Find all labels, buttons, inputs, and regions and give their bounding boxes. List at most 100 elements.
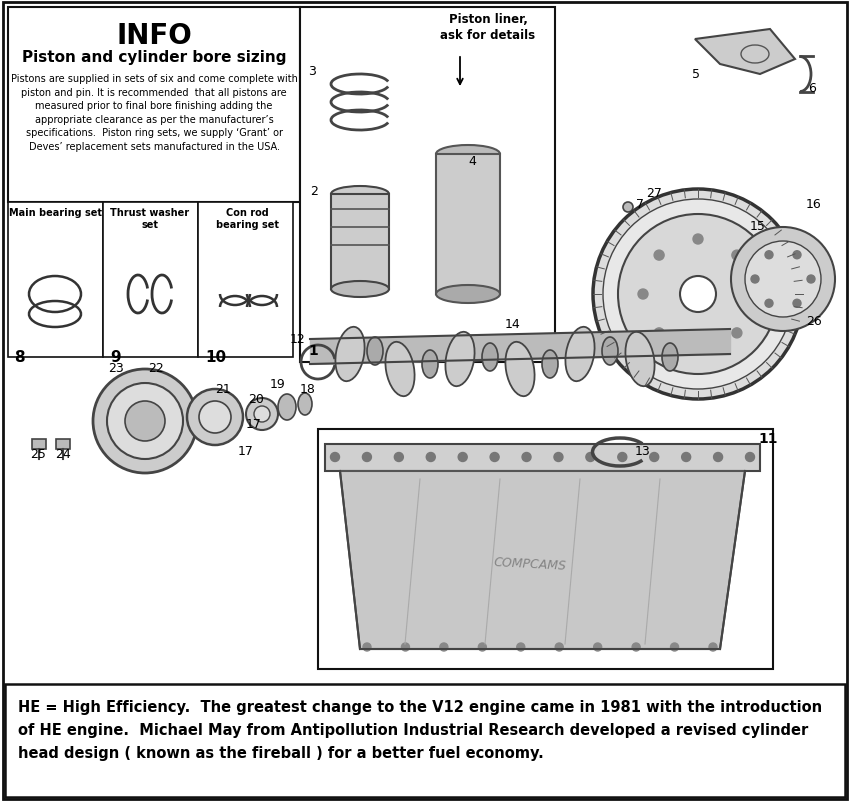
Text: 14: 14: [505, 318, 521, 330]
Circle shape: [654, 329, 664, 338]
Circle shape: [693, 235, 703, 245]
Circle shape: [748, 290, 758, 300]
Bar: [32, 439, 46, 449]
Circle shape: [623, 203, 633, 213]
Ellipse shape: [602, 338, 618, 366]
Text: 25: 25: [30, 448, 46, 460]
Text: Piston and cylinder bore sizing: Piston and cylinder bore sizing: [22, 50, 286, 65]
Bar: [318, 429, 773, 669]
Circle shape: [593, 643, 602, 651]
Ellipse shape: [298, 394, 312, 415]
Ellipse shape: [662, 343, 678, 371]
Polygon shape: [695, 30, 795, 75]
Circle shape: [593, 190, 803, 399]
Circle shape: [632, 643, 640, 651]
Text: 23: 23: [108, 362, 124, 375]
Circle shape: [107, 383, 183, 460]
Ellipse shape: [331, 282, 389, 298]
Circle shape: [554, 453, 563, 462]
Polygon shape: [325, 444, 760, 472]
Text: Main bearing set: Main bearing set: [8, 208, 101, 217]
Circle shape: [199, 402, 231, 433]
Ellipse shape: [445, 332, 474, 387]
Text: 4: 4: [468, 155, 476, 168]
Circle shape: [680, 277, 716, 313]
Ellipse shape: [542, 350, 558, 379]
Text: Piston liner,
ask for details: Piston liner, ask for details: [440, 13, 536, 42]
Circle shape: [331, 453, 339, 462]
Circle shape: [807, 276, 815, 284]
Ellipse shape: [626, 332, 654, 387]
Text: 18: 18: [300, 383, 316, 395]
Ellipse shape: [367, 338, 383, 366]
Circle shape: [187, 390, 243, 445]
Bar: [8, 8, 300, 203]
Ellipse shape: [278, 395, 296, 420]
Text: 21: 21: [215, 383, 230, 395]
Circle shape: [254, 407, 270, 423]
Ellipse shape: [336, 327, 365, 382]
Text: INFO: INFO: [116, 22, 192, 50]
Text: 13: 13: [635, 444, 651, 457]
Circle shape: [125, 402, 165, 441]
Circle shape: [732, 251, 742, 261]
Bar: [103, 203, 198, 358]
Circle shape: [793, 252, 801, 259]
Text: 15: 15: [750, 220, 766, 233]
Circle shape: [745, 453, 755, 462]
Text: 10: 10: [205, 350, 226, 365]
Circle shape: [522, 453, 531, 462]
Ellipse shape: [422, 350, 438, 379]
Bar: [300, 8, 555, 363]
Text: 6: 6: [808, 82, 816, 95]
Bar: [5, 684, 845, 797]
Circle shape: [731, 228, 835, 331]
Circle shape: [426, 453, 435, 462]
Text: Con rod
bearing set: Con rod bearing set: [216, 208, 279, 230]
Text: 24: 24: [55, 448, 71, 460]
Circle shape: [682, 453, 691, 462]
Circle shape: [517, 643, 524, 651]
Ellipse shape: [436, 146, 500, 164]
Circle shape: [586, 453, 595, 462]
Ellipse shape: [436, 286, 500, 304]
Circle shape: [93, 370, 197, 473]
Text: 8: 8: [14, 350, 25, 365]
Bar: [56, 439, 70, 449]
Text: 27: 27: [646, 187, 662, 200]
Ellipse shape: [331, 187, 389, 203]
Circle shape: [649, 453, 659, 462]
Polygon shape: [340, 472, 745, 649]
Circle shape: [638, 290, 648, 300]
Circle shape: [458, 453, 468, 462]
Circle shape: [714, 453, 722, 462]
Circle shape: [765, 252, 773, 259]
Text: 26: 26: [806, 314, 822, 327]
Ellipse shape: [385, 342, 415, 397]
Text: 16: 16: [806, 198, 822, 211]
Circle shape: [246, 399, 278, 431]
Text: COMPCAMS: COMPCAMS: [493, 556, 567, 573]
Bar: [331, 195, 389, 290]
Ellipse shape: [565, 327, 595, 382]
Text: 7: 7: [636, 198, 644, 211]
Circle shape: [709, 643, 717, 651]
Bar: [436, 155, 500, 294]
Circle shape: [618, 453, 626, 462]
Text: 20: 20: [248, 392, 264, 406]
Text: 11: 11: [758, 431, 778, 445]
Text: 5: 5: [692, 68, 700, 81]
Ellipse shape: [506, 342, 535, 397]
Circle shape: [555, 643, 564, 651]
Circle shape: [440, 643, 448, 651]
Text: 19: 19: [270, 378, 286, 391]
Circle shape: [732, 329, 742, 338]
Circle shape: [751, 276, 759, 284]
Text: 17: 17: [246, 418, 262, 431]
Circle shape: [693, 345, 703, 354]
Text: 2: 2: [310, 184, 318, 198]
Circle shape: [654, 251, 664, 261]
Text: HE = High Efficiency.  The greatest change to the V12 engine came in 1981 with t: HE = High Efficiency. The greatest chang…: [18, 699, 822, 759]
Text: 17: 17: [238, 444, 254, 457]
Ellipse shape: [482, 343, 498, 371]
